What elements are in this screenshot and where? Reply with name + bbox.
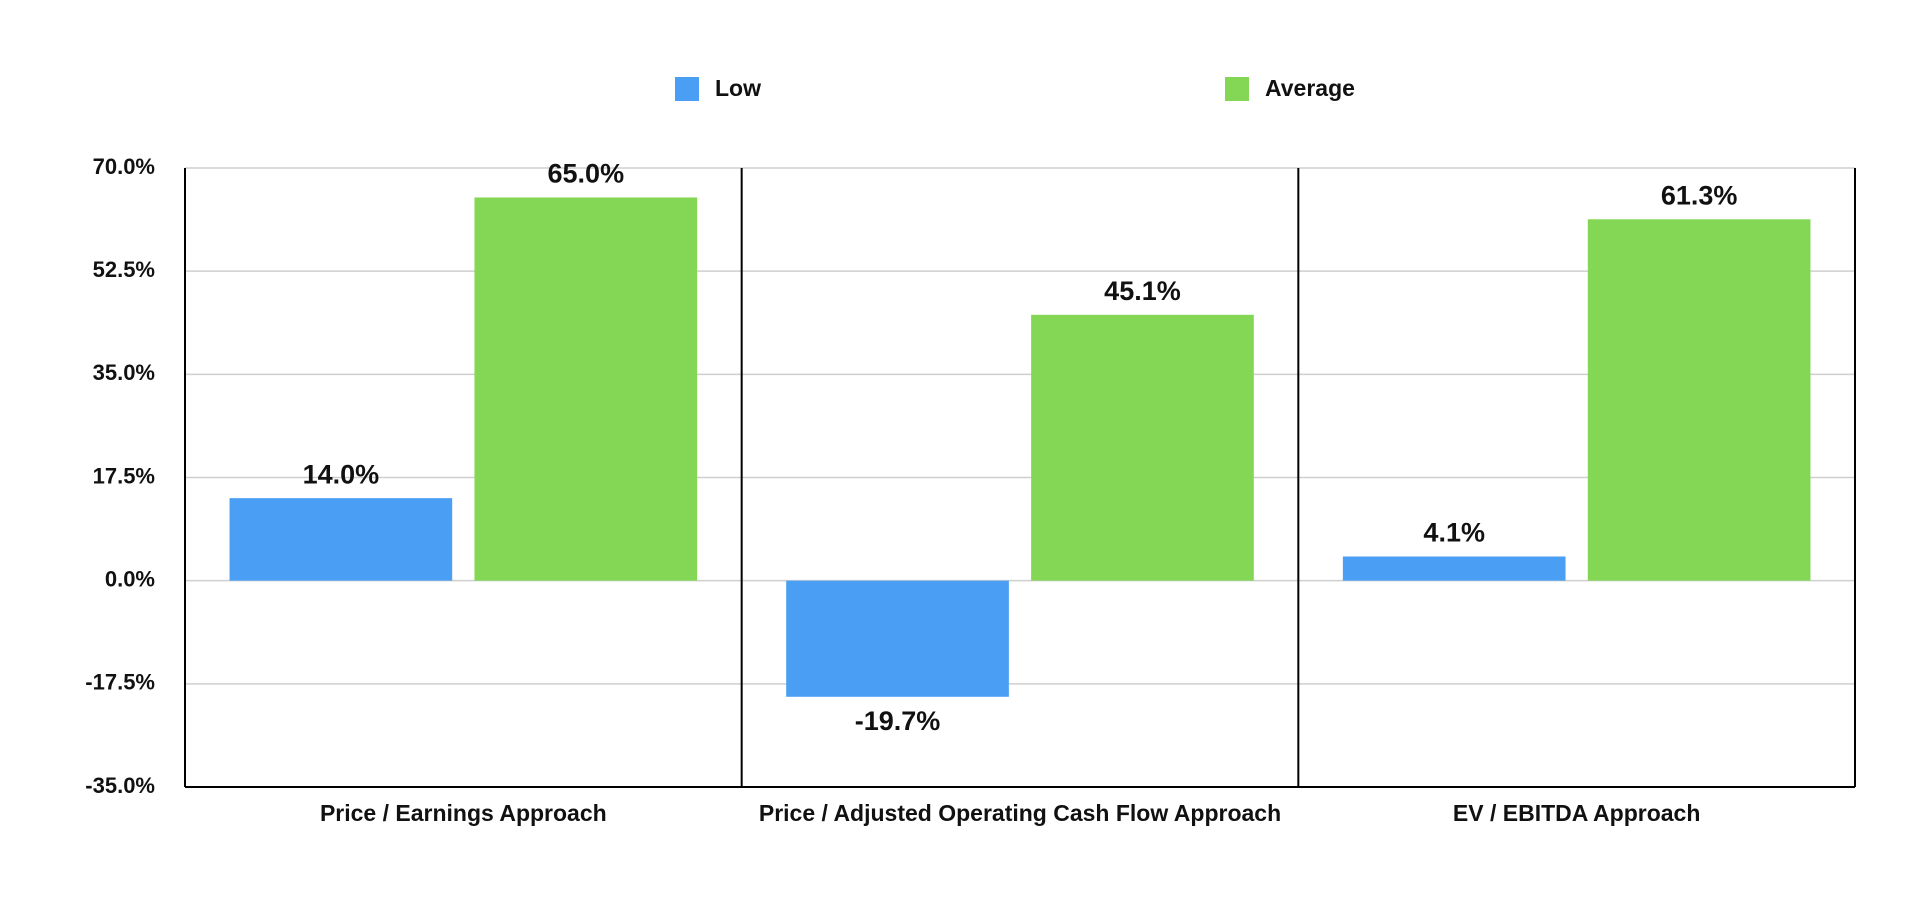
bar — [786, 580, 1009, 697]
y-tick-label: 52.5% — [93, 257, 155, 282]
bar — [474, 197, 698, 581]
bar — [1342, 556, 1566, 581]
legend-label: Low — [715, 75, 761, 101]
x-tick-label: Price / Adjusted Operating Cash Flow App… — [759, 800, 1281, 826]
legend-swatch — [1225, 77, 1249, 101]
y-tick-label: 70.0% — [93, 154, 155, 179]
legend-swatch — [675, 77, 699, 101]
y-tick-label: 0.0% — [105, 566, 155, 591]
bar — [229, 498, 453, 581]
bar — [1031, 314, 1254, 581]
value-label: 4.1% — [1423, 518, 1485, 548]
value-label: 61.3% — [1661, 180, 1738, 210]
value-label: 65.0% — [548, 159, 625, 189]
bar — [1587, 219, 1811, 581]
y-tick-label: -35.0% — [85, 773, 155, 798]
legend-label: Average — [1265, 75, 1355, 101]
x-tick-label: Price / Earnings Approach — [320, 800, 607, 826]
y-tick-label: -17.5% — [85, 670, 155, 695]
y-tick-label: 35.0% — [93, 360, 155, 385]
value-label: 45.1% — [1104, 276, 1181, 306]
value-label: -19.7% — [855, 706, 941, 736]
value-label: 14.0% — [303, 459, 380, 489]
x-tick-label: EV / EBITDA Approach — [1453, 800, 1701, 826]
y-tick-label: 17.5% — [93, 463, 155, 488]
